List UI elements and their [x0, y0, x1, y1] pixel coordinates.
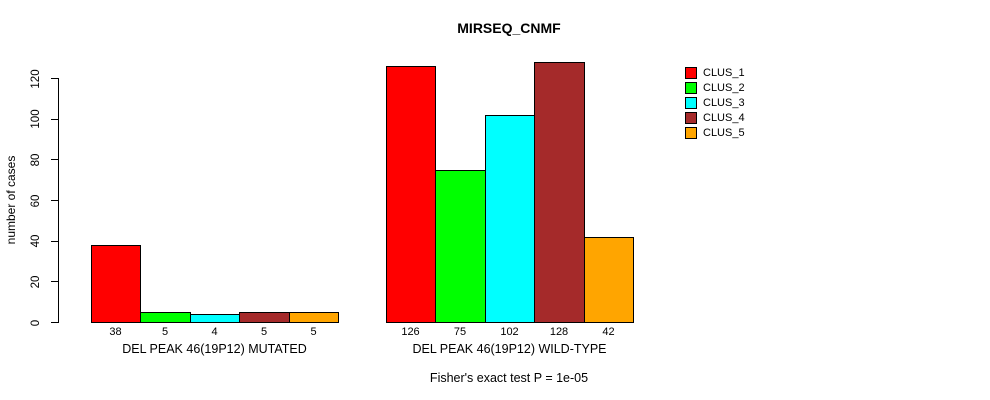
y-axis-label: number of cases — [4, 155, 18, 245]
y-axis-tick-label: 40 — [30, 234, 42, 248]
y-axis-tick — [51, 240, 58, 242]
bar-value-label: 42 — [602, 326, 615, 338]
y-axis-tick-label: 0 — [30, 319, 42, 326]
chart-title: MIRSEQ_CNMF — [457, 20, 561, 36]
y-axis-tick — [51, 159, 58, 161]
legend-label: CLUS_3 — [703, 97, 745, 109]
group-label: DEL PEAK 46(19P12) MUTATED — [122, 342, 307, 356]
bar-clus_4 — [239, 312, 290, 323]
legend-item-clus_2: CLUS_2 — [685, 82, 745, 94]
y-axis-tick — [51, 118, 58, 120]
legend-item-clus_4: CLUS_4 — [685, 112, 745, 124]
bar-clus_3 — [485, 115, 535, 323]
annotation-text: Fisher's exact test P = 1e-05 — [429, 371, 589, 385]
bar-value-label: 5 — [310, 326, 317, 338]
legend-swatch-icon — [685, 112, 697, 124]
bar-clus_1 — [91, 245, 141, 323]
y-axis-tick-label: 20 — [30, 275, 42, 289]
legend-label: CLUS_2 — [703, 82, 745, 94]
bar-value-label: 5 — [260, 326, 268, 338]
group-label: DEL PEAK 46(19P12) WILD-TYPE — [412, 342, 607, 356]
bar-clus_1 — [386, 66, 436, 323]
bar-value-label: 126 — [401, 326, 420, 338]
bar-clus_5 — [584, 237, 634, 323]
y-axis-tick-label: 60 — [30, 194, 42, 207]
y-axis-tick — [51, 322, 58, 323]
bar-value-label: 128 — [549, 326, 569, 338]
bar-clus_3 — [190, 314, 240, 323]
legend-label: CLUS_4 — [703, 112, 745, 124]
legend-item-clus_1: CLUS_1 — [685, 67, 745, 79]
bar-value-label: 4 — [211, 326, 218, 338]
y-axis-tick — [51, 78, 58, 79]
y-axis-line — [58, 78, 59, 323]
legend-swatch-icon — [685, 97, 697, 109]
y-axis-tick — [51, 281, 58, 283]
y-axis-tick-label: 120 — [30, 68, 42, 89]
bar-value-label: 5 — [161, 326, 169, 338]
bar-clus_2 — [140, 312, 191, 323]
bar-value-label: 102 — [500, 326, 519, 338]
bar-clus_4 — [534, 62, 585, 323]
bar-value-label: 75 — [453, 326, 467, 338]
y-axis-tick-label: 80 — [30, 153, 42, 167]
legend-item-clus_5: CLUS_5 — [685, 127, 745, 139]
legend-swatch-icon — [685, 82, 697, 94]
legend-label: CLUS_1 — [703, 67, 745, 79]
legend-swatch-icon — [685, 67, 697, 79]
bar-clus_5 — [289, 312, 339, 323]
bar-value-label: 38 — [109, 326, 122, 338]
y-axis-tick-label: 100 — [30, 109, 42, 129]
legend: CLUS_1 CLUS_2 CLUS_3 CLUS_4 CLUS_5 — [685, 67, 745, 142]
legend-label: CLUS_5 — [703, 127, 745, 139]
legend-item-clus_3: CLUS_3 — [685, 97, 745, 109]
legend-swatch-icon — [685, 127, 697, 139]
y-axis-tick — [51, 200, 58, 201]
bar-clus_2 — [435, 170, 486, 323]
